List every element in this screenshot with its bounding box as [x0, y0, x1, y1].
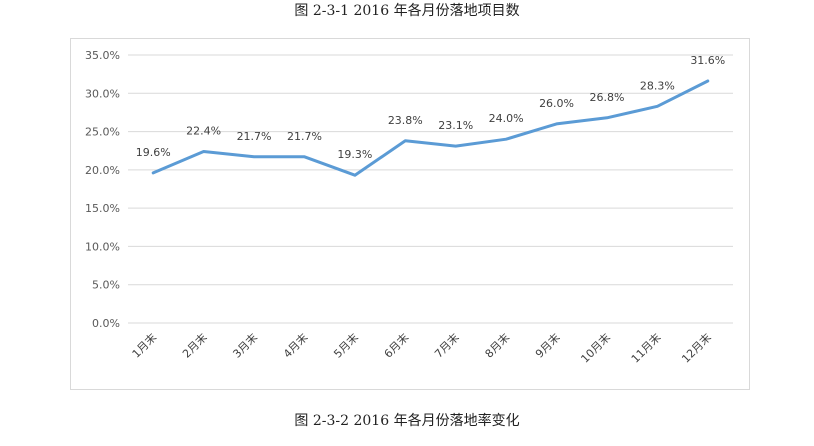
- data-label: 19.6%: [136, 146, 171, 159]
- y-tick-label: 0.0%: [92, 317, 120, 330]
- x-tick-label: 4月末: [280, 330, 310, 360]
- data-label: 21.7%: [237, 130, 272, 143]
- data-labels: 19.6% 22.4% 21.7% 21.7% 19.3% 23.8% 23.1% 24.0%…: [136, 54, 726, 161]
- x-tick-label: 5月末: [331, 330, 361, 360]
- data-label: 19.3%: [337, 148, 372, 161]
- data-label: 21.7%: [287, 130, 322, 143]
- y-axis-ticks: 0.0% 5.0% 10.0% 15.0% 20.0% 25.0% 30.0% 35.0%: [85, 49, 120, 330]
- x-tick-label: 12月末: [679, 330, 714, 365]
- data-label: 31.6%: [690, 54, 725, 67]
- x-tick-label: 9月末: [532, 330, 562, 360]
- x-tick-label: 6月末: [381, 330, 411, 360]
- figure-caption-top: 图 2-3-1 2016 年各月份落地项目数: [294, 3, 520, 19]
- data-label: 23.1%: [438, 119, 473, 132]
- x-tick-label: 1月末: [129, 330, 159, 360]
- data-label: 24.0%: [489, 112, 524, 125]
- data-label: 26.0%: [539, 97, 574, 110]
- data-label: 28.3%: [640, 79, 675, 92]
- y-tick-label: 30.0%: [85, 87, 120, 100]
- x-tick-label: 3月末: [230, 330, 260, 360]
- data-label: 26.8%: [589, 91, 624, 104]
- grid-lines: [128, 54, 733, 324]
- y-tick-label: 5.0%: [92, 279, 120, 292]
- y-tick-label: 25.0%: [85, 126, 120, 139]
- y-tick-label: 10.0%: [85, 240, 120, 253]
- x-tick-label: 10月末: [578, 330, 613, 365]
- y-tick-label: 35.0%: [85, 49, 120, 62]
- y-tick-label: 15.0%: [85, 202, 120, 215]
- y-tick-label: 20.0%: [85, 164, 120, 177]
- x-axis-ticks: 1月末 2月末 3月末 4月末 5月末 6月末 7月末 8月末 9月末 10月末 11月末 12月末: [129, 330, 714, 365]
- chart-frame: [70, 38, 750, 390]
- data-label: 22.4%: [186, 124, 221, 137]
- x-tick-label: 8月末: [482, 330, 512, 360]
- series: [151, 79, 710, 177]
- figure-caption-bottom: 图 2-3-2 2016 年各月份落地率变化: [294, 413, 520, 429]
- x-tick-label: 7月末: [431, 330, 461, 360]
- data-label: 23.8%: [388, 114, 423, 127]
- x-tick-label: 2月末: [179, 330, 209, 360]
- series-line: [151, 79, 710, 177]
- x-tick-label: 11月末: [628, 330, 663, 365]
